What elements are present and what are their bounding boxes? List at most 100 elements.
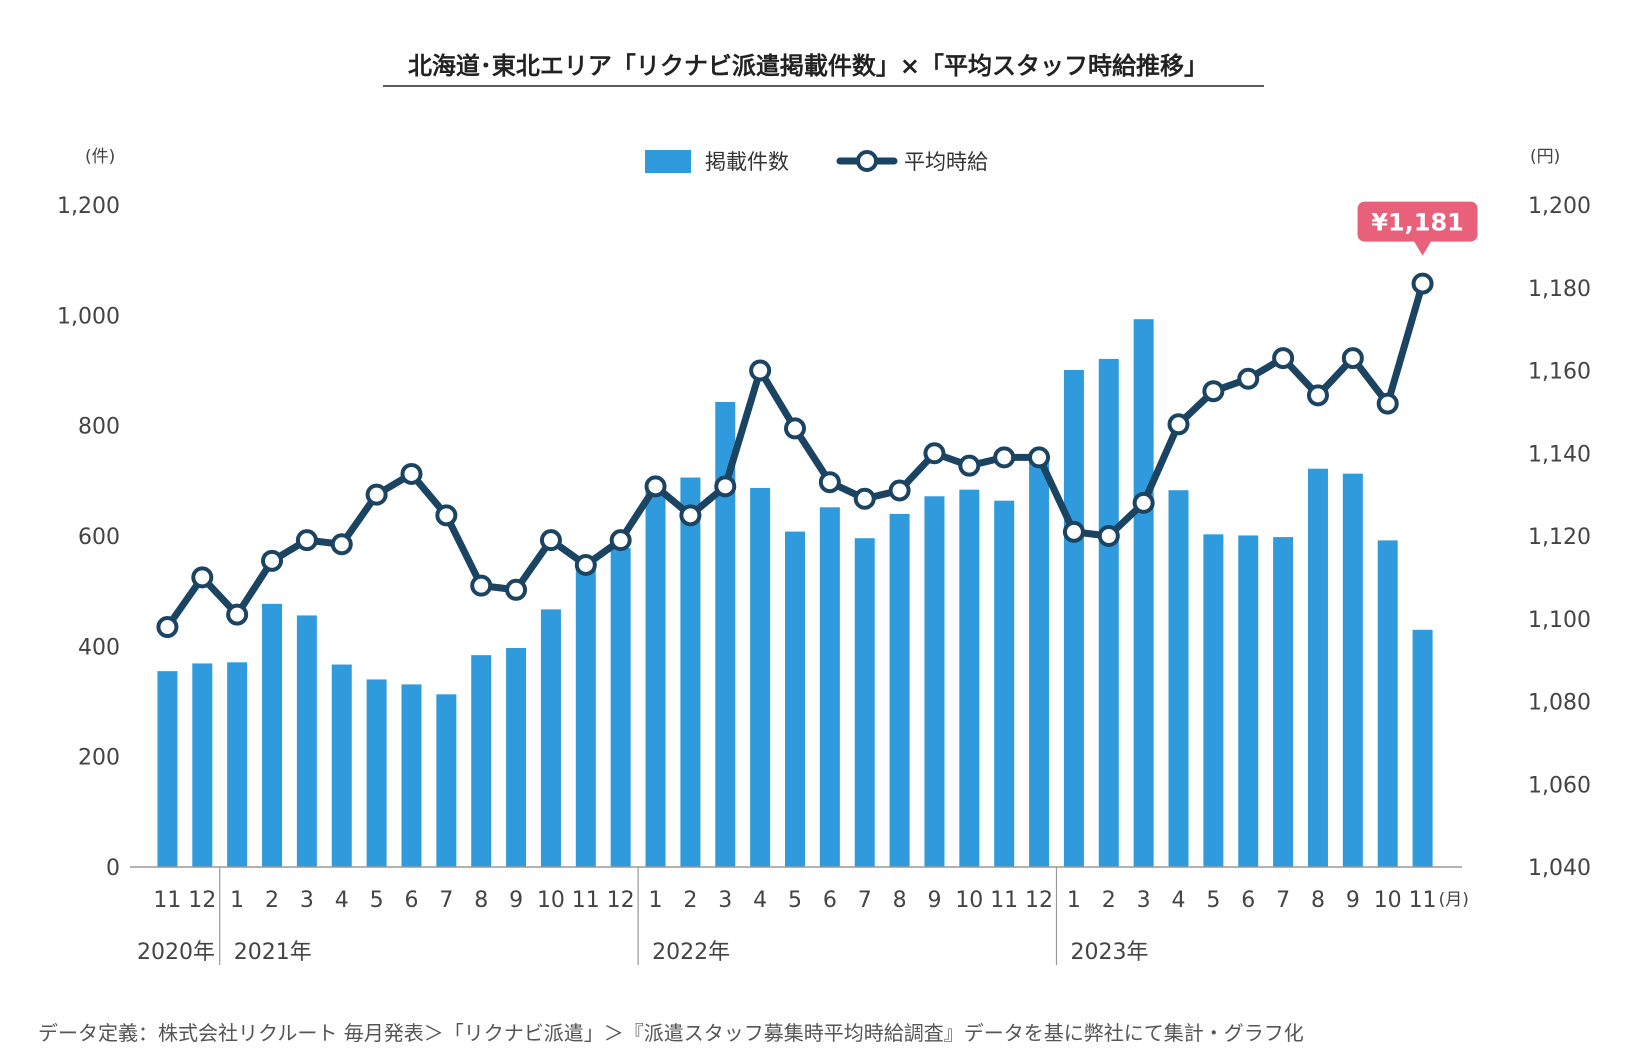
x-tick-label: 8 bbox=[893, 888, 907, 913]
wage-point bbox=[1237, 367, 1260, 390]
legend-bar-label: 掲載件数 bbox=[705, 150, 789, 174]
bar bbox=[1377, 540, 1398, 867]
bar bbox=[785, 531, 805, 867]
x-tick-label: 3 bbox=[1137, 888, 1151, 913]
bar bbox=[1273, 537, 1294, 867]
x-tick-label: 4 bbox=[753, 888, 767, 913]
axes bbox=[130, 866, 1462, 965]
bar bbox=[157, 671, 178, 867]
wage-point bbox=[853, 487, 876, 510]
legend-line-marker bbox=[856, 150, 878, 172]
callout-box bbox=[1357, 201, 1478, 242]
wage-point bbox=[191, 566, 214, 589]
x-tick-label: 1 bbox=[230, 888, 244, 913]
x-tick-label: 12 bbox=[1025, 888, 1053, 913]
bar bbox=[715, 401, 736, 867]
left-tick-label: 400 bbox=[78, 635, 120, 660]
bar bbox=[1238, 535, 1259, 867]
wage-point bbox=[1341, 347, 1364, 370]
year-label: 2023年 bbox=[1070, 940, 1148, 965]
x-tick-label: 10 bbox=[537, 888, 565, 913]
bar bbox=[192, 663, 213, 867]
wage-point bbox=[1097, 525, 1120, 547]
x-tick-label: 6 bbox=[404, 888, 418, 913]
right-tick-label: 1,060 bbox=[1528, 773, 1591, 798]
bar bbox=[262, 603, 283, 867]
right-tick-label: 1,160 bbox=[1528, 360, 1591, 385]
right-tick-label: 1,200 bbox=[1528, 194, 1591, 219]
wage-point bbox=[435, 504, 458, 527]
x-tick-label: 10 bbox=[1374, 888, 1402, 913]
x-tick-label: 2 bbox=[265, 888, 279, 913]
wage-point bbox=[365, 483, 388, 506]
bar bbox=[959, 489, 980, 867]
callout-label: ¥1,181 bbox=[1371, 209, 1464, 237]
x-tick-label: 5 bbox=[1206, 888, 1220, 913]
bar bbox=[610, 548, 631, 867]
bar bbox=[1412, 629, 1433, 867]
bar bbox=[575, 567, 596, 867]
x-tick-label: 1 bbox=[1067, 888, 1081, 913]
x-tick-label: 4 bbox=[335, 888, 349, 913]
wage-point bbox=[1376, 392, 1399, 415]
wage-point bbox=[1028, 446, 1051, 469]
bar bbox=[1342, 473, 1363, 867]
left-tick-label: 600 bbox=[78, 525, 120, 550]
wage-point bbox=[400, 462, 423, 485]
wage-point bbox=[1306, 384, 1329, 407]
wage-point bbox=[749, 359, 772, 382]
x-tick-label: 3 bbox=[718, 888, 732, 913]
legend-line-label: 平均時給 bbox=[904, 150, 988, 174]
wage-point bbox=[714, 475, 737, 498]
wage-point bbox=[609, 529, 632, 552]
bar bbox=[506, 647, 527, 867]
x-tick-label: 11 bbox=[990, 888, 1018, 913]
x-tick-label: 4 bbox=[1172, 888, 1186, 913]
bar bbox=[1133, 319, 1154, 867]
x-tick-label: 12 bbox=[188, 888, 216, 913]
x-tick-label: 2 bbox=[1102, 888, 1116, 913]
wage-point bbox=[330, 533, 353, 556]
wage-point bbox=[505, 578, 528, 601]
year-label: 2021年 bbox=[234, 940, 312, 965]
x-tick-label: 3 bbox=[300, 888, 314, 913]
x-tick-label: 8 bbox=[1311, 888, 1325, 913]
bar bbox=[1168, 490, 1189, 867]
chart-title: 北海道･東北エリア「リクナビ派遣掲載件数」×「平均スタッフ時給推移」 bbox=[408, 52, 1208, 80]
x-tick-label: 7 bbox=[858, 888, 872, 913]
x-tick-label: 6 bbox=[823, 888, 837, 913]
wage-point bbox=[784, 417, 806, 440]
bar bbox=[854, 538, 875, 867]
bar bbox=[994, 500, 1015, 867]
wage-point bbox=[470, 574, 493, 597]
left-tick-label: 1,000 bbox=[57, 304, 120, 329]
right-axis-ticks: 1,040 1,060 1,080 1,100 1,120 1,140 1,160 1,180… bbox=[1528, 194, 1591, 881]
x-tick-label: 7 bbox=[439, 888, 453, 913]
wage-point bbox=[1132, 491, 1155, 514]
wage-point bbox=[1272, 347, 1295, 370]
wage-point bbox=[1202, 380, 1225, 403]
left-axis-ticks: 0 200 400 600 800 1,000 1,200 bbox=[57, 194, 120, 881]
bar bbox=[645, 487, 666, 867]
bar bbox=[1029, 458, 1050, 867]
year-labels: 2020年 2021年 2022年 2023年 bbox=[137, 940, 1148, 965]
legend: 掲載件数 平均時給 bbox=[645, 150, 988, 174]
x-tick-label: 1 bbox=[649, 888, 663, 913]
bar bbox=[819, 507, 840, 867]
x-tick-label: 11 bbox=[1409, 888, 1437, 913]
x-tick-label: 9 bbox=[1346, 888, 1360, 913]
x-tick-label: 5 bbox=[370, 888, 384, 913]
right-tick-label: 1,100 bbox=[1528, 608, 1591, 633]
bar bbox=[331, 664, 352, 867]
x-tick-label: 9 bbox=[509, 888, 523, 913]
wage-point bbox=[888, 479, 911, 502]
wage-point bbox=[226, 603, 249, 626]
wage-point bbox=[923, 442, 946, 465]
wage-point bbox=[295, 529, 318, 552]
x-axis-unit: (月) bbox=[1439, 890, 1469, 910]
wage-point bbox=[993, 446, 1016, 469]
bar bbox=[889, 513, 910, 867]
x-tick-label: 5 bbox=[788, 888, 802, 913]
bar-series bbox=[157, 319, 1433, 867]
